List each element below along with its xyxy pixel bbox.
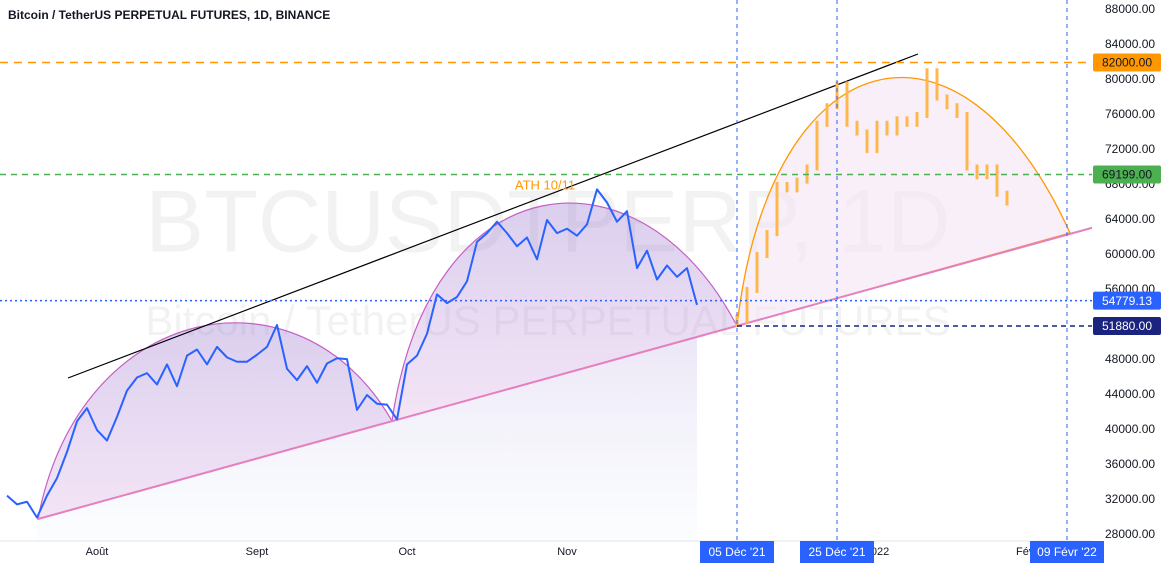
level-label: 69199.00 [1102,168,1152,182]
y-tick-label: 80000.00 [1105,72,1155,86]
projection-bar [925,68,929,118]
projection-bar [875,120,879,153]
chart-title: Bitcoin / TetherUS PERPETUAL FUTURES, 1D… [8,8,330,22]
y-tick-label: 40000.00 [1105,422,1155,436]
date-marker-label: 05 Déc '21 [709,545,766,559]
date-marker-box [700,541,774,563]
y-tick-label: 28000.00 [1105,527,1155,541]
y-tick-label: 84000.00 [1105,37,1155,51]
projection-bar [975,164,979,180]
projection-bar [865,129,869,153]
shade-area [38,337,697,540]
projection-bar [745,286,749,324]
date-marker-box [1030,541,1104,563]
level-label-box [1093,291,1161,310]
projection-bar [825,103,829,127]
y-tick-label: 60000.00 [1105,247,1155,261]
projection-bar [985,164,989,180]
level-label-box [1093,53,1161,72]
level-label: 82000.00 [1102,56,1152,70]
projection-bar [885,120,889,136]
projection-bar [855,120,859,136]
time-axis-bg [0,541,1092,568]
projection-bar [915,111,919,127]
price-axis-bg [1092,0,1166,568]
y-tick-label: 76000.00 [1105,107,1155,121]
x-tick-label: Août [86,546,109,558]
projection-bar [795,177,799,193]
date-marker-label: 09 Févr '22 [1037,545,1097,559]
y-tick-label: 48000.00 [1105,352,1155,366]
annotation: ATH 10/11 [515,177,575,192]
price-line [6,188,698,519]
arc-shape [391,202,738,422]
support-line [37,226,1096,520]
projection-bar [1005,190,1009,206]
projection-bar [955,103,959,118]
projection-bar [945,94,949,110]
y-tick-label: 88000.00 [1105,2,1155,16]
level-label-box [1093,317,1161,336]
date-marker-label: 25 Déc '21 [809,545,866,559]
x-tick-label: Oct [398,546,415,558]
projection-bar [905,116,909,127]
level-label-box [1093,165,1161,184]
projection-bar [895,116,899,136]
projection-bar [995,164,999,197]
y-tick-label: 64000.00 [1105,212,1155,226]
projection-bar [835,81,839,110]
y-tick-label: 36000.00 [1105,457,1155,471]
projection-bar [785,181,789,193]
level-label: 51880.00 [1102,319,1152,333]
projection-bar [755,251,759,293]
projection-bar [845,81,849,127]
projection-bar [765,230,769,258]
trend-line [67,53,919,379]
x-tick-label: Nov [557,546,577,558]
date-marker-box [800,541,874,563]
y-tick-label: 72000.00 [1105,142,1155,156]
y-tick-label: 32000.00 [1105,492,1155,506]
projection-bar [965,111,969,171]
projection-bar [815,120,819,171]
projection-bar [775,181,779,237]
x-tick-label: Sept [246,546,269,558]
level-label: 54779.13 [1102,294,1152,308]
projection-bar [935,68,939,101]
y-tick-label: 44000.00 [1105,387,1155,401]
arc-shape [736,76,1071,327]
